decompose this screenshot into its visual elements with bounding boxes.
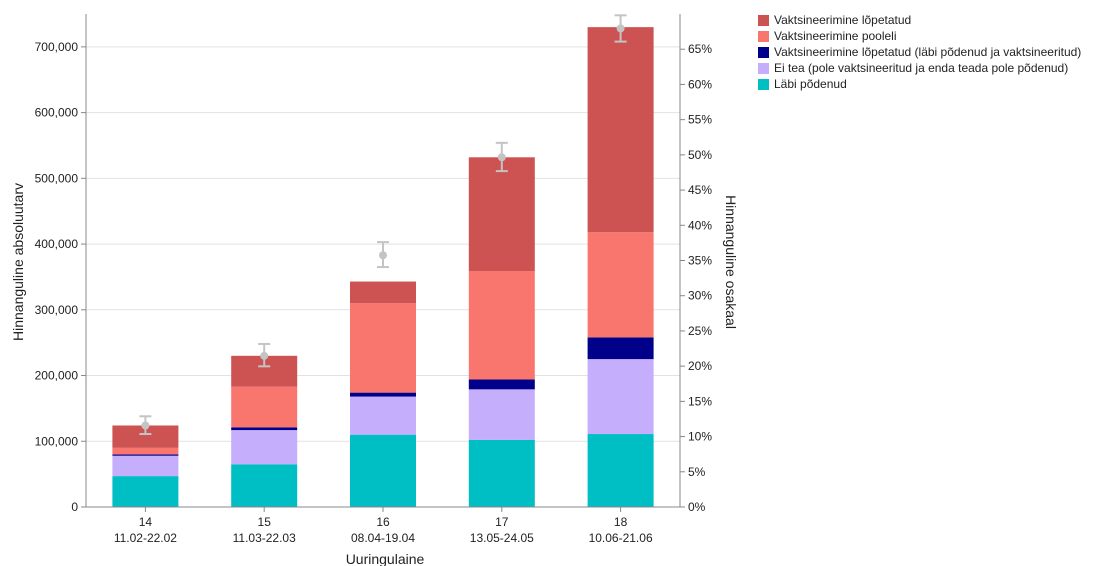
bar-segment-1-3 — [231, 386, 298, 428]
error-center-1 — [260, 351, 269, 360]
bar-segment-4-2 — [587, 337, 654, 360]
bar-stacks — [112, 27, 654, 507]
y-right-tick-label-11: 55% — [688, 113, 712, 127]
y-left-tick-label-1: 100,000 — [35, 434, 79, 448]
y-right-tick-label-9: 45% — [688, 183, 712, 197]
bar-segment-3-4 — [468, 157, 535, 272]
legend: Vaktsineerimine lõpetatud Vaktsineerimine… — [758, 12, 1081, 92]
y-left-tick-label-0: 0 — [71, 500, 78, 514]
y-axis-left-ticks: 0 100,000 200,000 300,000 400,000 500,000 600,… — [35, 40, 86, 514]
bar-segment-0-2 — [112, 454, 179, 456]
error-center-4 — [616, 24, 625, 33]
y-right-tick-label-10: 50% — [688, 148, 712, 162]
x-axis-ticks: 14 11.02-22.02 15 11.03-22.03 16 08.04-19.04 1… — [114, 507, 653, 545]
bar-segment-1-1 — [231, 430, 298, 465]
bar-segment-3-3 — [468, 271, 535, 380]
bar-segment-0-1 — [112, 455, 179, 477]
legend-item-3: Ei tea (pole vaktsineeritud ja enda tead… — [758, 60, 1081, 76]
y-right-tick-label-3: 15% — [688, 394, 712, 408]
legend-label-3: Ei tea (pole vaktsineeritud ja enda tead… — [774, 61, 1069, 75]
y-right-tick-label-2: 10% — [688, 430, 712, 444]
legend-swatch-1 — [758, 30, 769, 42]
legend-label-4: Läbi põdenud — [774, 77, 847, 91]
y-right-tick-label-6: 30% — [688, 289, 712, 303]
x-tick-wave-1: 15 — [258, 515, 272, 529]
x-tick-dates-4: 10.06-21.06 — [589, 531, 653, 545]
x-tick-wave-2: 16 — [376, 515, 390, 529]
y-right-tick-label-1: 5% — [688, 465, 706, 479]
y-left-tick-label-3: 300,000 — [35, 303, 79, 317]
y-right-tick-label-13: 65% — [688, 42, 712, 56]
legend-swatch-0 — [758, 14, 769, 26]
y-right-tick-label-7: 35% — [688, 254, 712, 268]
bar-segment-2-2 — [350, 392, 416, 397]
y-left-tick-label-6: 600,000 — [35, 106, 79, 120]
x-tick-wave-3: 17 — [495, 515, 509, 529]
legend-item-2: Vaktsineerimine lõpetatud (läbi põdenud … — [758, 44, 1081, 60]
x-tick-wave-0: 14 — [139, 515, 153, 529]
bar-segment-3-0 — [468, 439, 535, 507]
y-left-tick-label-4: 400,000 — [35, 237, 79, 251]
x-tick-dates-0: 11.02-22.02 — [114, 531, 177, 545]
y-axis-left-title: Hinnanguline absoluutarv — [10, 183, 26, 341]
legend-swatch-4 — [758, 78, 769, 90]
error-center-3 — [497, 153, 506, 162]
bar-segment-4-3 — [587, 232, 654, 338]
legend-label-1: Vaktsineerimine pooleli — [774, 29, 897, 43]
y-right-tick-label-5: 25% — [688, 324, 712, 338]
bar-segment-1-2 — [231, 427, 298, 431]
x-tick-dates-2: 08.04-19.04 — [351, 531, 415, 545]
bar-segment-3-1 — [468, 389, 535, 440]
x-tick-dates-1: 11.03-22.03 — [233, 531, 296, 545]
error-center-2 — [379, 251, 387, 260]
bar-segment-4-0 — [587, 434, 654, 507]
y-axis-right-ticks: 0% 5% 10% 15% 20% 25% 30% 35% 40% 45% 50% 55% 60% 65% — [680, 42, 712, 514]
y-right-tick-label-4: 20% — [688, 359, 712, 373]
bar-segment-2-1 — [350, 396, 416, 435]
bar-segment-0-0 — [112, 476, 179, 507]
legend-item-0: Vaktsineerimine lõpetatud — [758, 12, 1081, 28]
bar-segment-2-0 — [350, 434, 416, 507]
y-left-tick-label-2: 200,000 — [35, 369, 79, 383]
x-tick-wave-4: 18 — [614, 515, 628, 529]
bar-segment-2-3 — [350, 303, 416, 393]
bar-segment-1-0 — [231, 464, 298, 507]
y-left-tick-label-5: 500,000 — [35, 171, 79, 185]
y-right-tick-label-12: 60% — [688, 77, 712, 91]
bar-segment-0-4 — [112, 425, 179, 448]
bar-segment-4-4 — [587, 27, 654, 233]
legend-item-1: Vaktsineerimine pooleli — [758, 28, 1081, 44]
error-bars — [139, 14, 627, 436]
legend-item-4: Läbi põdenud — [758, 76, 1081, 92]
bar-segment-3-2 — [468, 379, 535, 390]
error-center-0 — [141, 421, 150, 430]
y-right-tick-label-0: 0% — [688, 500, 706, 514]
bar-segment-4-1 — [587, 359, 654, 435]
x-axis-title: Uuringulaine — [346, 551, 425, 566]
legend-label-2: Vaktsineerimine lõpetatud (läbi põdenud … — [774, 45, 1082, 59]
y-right-tick-label-8: 40% — [688, 218, 712, 232]
y-axis-right-title: Hinnanguline osakaal — [723, 195, 739, 329]
x-tick-dates-3: 13.05-24.05 — [470, 531, 534, 545]
legend-swatch-2 — [758, 46, 769, 58]
y-left-tick-label-7: 700,000 — [35, 40, 79, 54]
legend-swatch-3 — [758, 62, 769, 74]
bar-segment-0-3 — [112, 447, 179, 455]
legend-label-0: Vaktsineerimine lõpetatud — [774, 13, 912, 27]
bar-segment-2-4 — [350, 281, 416, 304]
